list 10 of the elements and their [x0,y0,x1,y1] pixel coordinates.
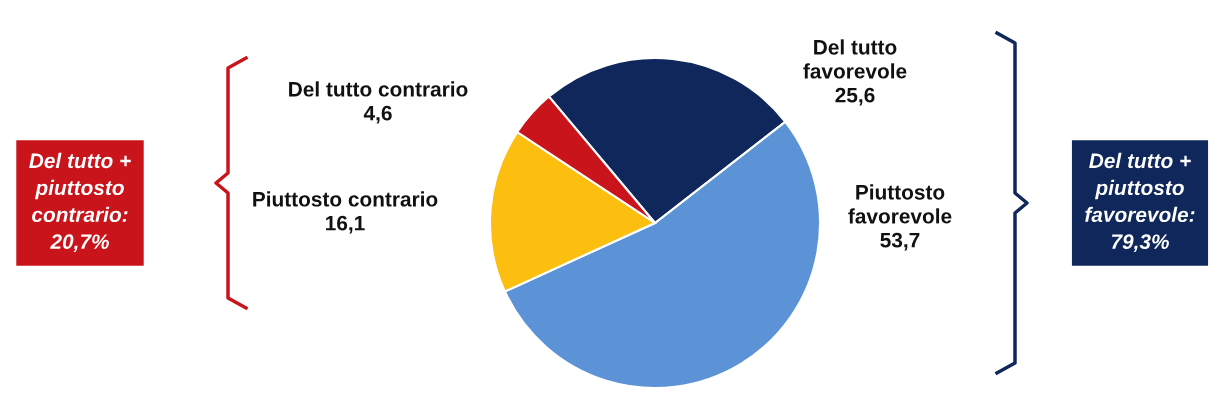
data-label: 53,7 [880,232,920,251]
data-label: 16,1 [326,215,365,234]
slice-label: Del tutto favorevole [803,39,907,79]
text: Del tutto + piuttosto favorevole: 79,3% [1085,152,1195,253]
data-label: 4,6 [363,105,392,124]
text: Del tutto + piuttosto contrario: 20,7% [29,152,131,253]
slice-label: Piuttosto favorevole [848,184,952,224]
slice-label: Piuttosto contrario [253,191,438,207]
slice-label: Del tutto contrario [289,81,468,97]
data-label: 25,6 [835,87,875,106]
